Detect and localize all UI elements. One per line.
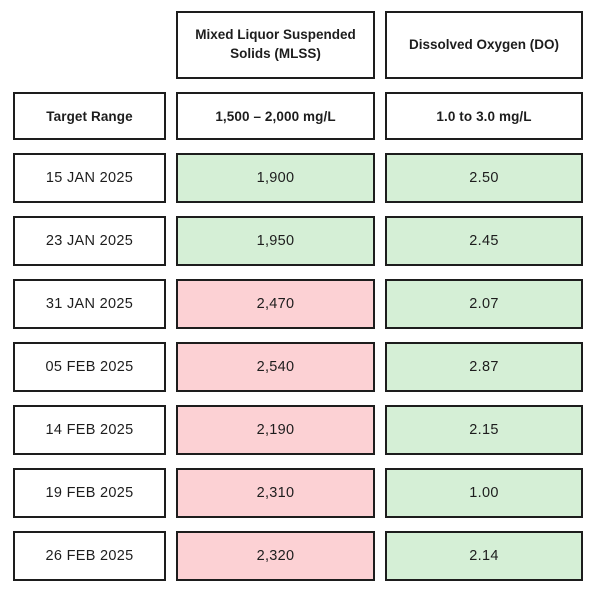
mlss-value-cell: 2,310 — [176, 468, 375, 518]
target-range-mlss: 1,500 – 2,000 mg/L — [176, 92, 375, 140]
mlss-value-cell: 2,320 — [176, 531, 375, 581]
date-cell: 05 FEB 2025 — [13, 342, 166, 392]
do-value-cell: 1.00 — [385, 468, 583, 518]
do-value-cell: 2.14 — [385, 531, 583, 581]
mlss-value-cell: 1,950 — [176, 216, 375, 266]
corner-spacer — [13, 11, 166, 79]
do-value-cell: 2.07 — [385, 279, 583, 329]
column-header-do: Dissolved Oxygen (DO) — [385, 11, 583, 79]
mlss-value-cell: 2,470 — [176, 279, 375, 329]
column-header-mlss: Mixed Liquor Suspended Solids (MLSS) — [176, 11, 375, 79]
do-value-cell: 2.45 — [385, 216, 583, 266]
target-range-do: 1.0 to 3.0 mg/L — [385, 92, 583, 140]
do-value-cell: 2.87 — [385, 342, 583, 392]
mlss-value-cell: 1,900 — [176, 153, 375, 203]
date-cell: 15 JAN 2025 — [13, 153, 166, 203]
do-value-cell: 2.15 — [385, 405, 583, 455]
do-value-cell: 2.50 — [385, 153, 583, 203]
date-cell: 14 FEB 2025 — [13, 405, 166, 455]
date-cell: 19 FEB 2025 — [13, 468, 166, 518]
mlss-value-cell: 2,190 — [176, 405, 375, 455]
date-cell: 26 FEB 2025 — [13, 531, 166, 581]
date-cell: 23 JAN 2025 — [13, 216, 166, 266]
target-range-label: Target Range — [13, 92, 166, 140]
date-cell: 31 JAN 2025 — [13, 279, 166, 329]
mlss-value-cell: 2,540 — [176, 342, 375, 392]
